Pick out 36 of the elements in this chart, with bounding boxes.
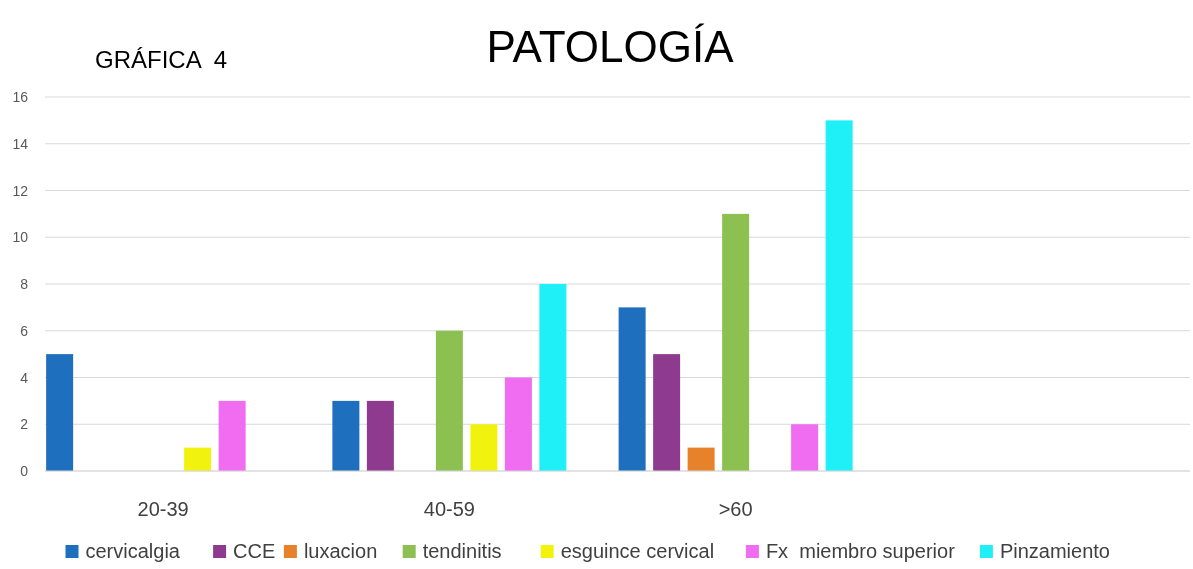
y-tick-label: 4 — [20, 369, 29, 386]
legend-label: esguince cervical — [560, 540, 715, 562]
bar — [435, 330, 463, 471]
bar — [653, 354, 681, 471]
y-tick-label: 8 — [20, 276, 29, 292]
legend-label: Pinzamiento — [999, 540, 1110, 562]
bar — [184, 447, 212, 471]
legend-label: Fx miembro superior — [765, 540, 956, 562]
y-tick-label: 16 — [12, 89, 29, 105]
bar — [618, 307, 646, 471]
legend-label: cervicalgia — [85, 540, 181, 562]
y-tick-label: 10 — [12, 229, 29, 246]
text: GRÁFICA 4 — [95, 46, 228, 73]
legend-label: tendinitis — [422, 540, 502, 562]
bar — [366, 400, 394, 471]
bar — [332, 400, 360, 471]
bar — [825, 120, 853, 471]
chart-title: PATOLOGÍA — [486, 22, 735, 71]
x-tick-label: 40-59 — [423, 498, 475, 520]
y-tick-label: 14 — [12, 135, 29, 152]
bar — [218, 400, 246, 471]
bar — [470, 424, 498, 471]
legend-label: CCE — [233, 540, 276, 562]
bar — [722, 213, 750, 471]
bar — [539, 284, 567, 471]
y-tick-label: 12 — [12, 182, 29, 199]
bar — [791, 424, 819, 471]
y-tick-label: 2 — [20, 416, 29, 433]
bar — [687, 447, 715, 471]
bar — [46, 354, 74, 471]
bar — [504, 377, 532, 471]
legend-label: luxacion — [303, 540, 378, 562]
y-tick-label: 6 — [20, 322, 29, 339]
x-tick-label: >60 — [718, 498, 753, 520]
x-tick-label: 20-39 — [137, 498, 189, 520]
y-tick-label: 0 — [20, 463, 29, 479]
